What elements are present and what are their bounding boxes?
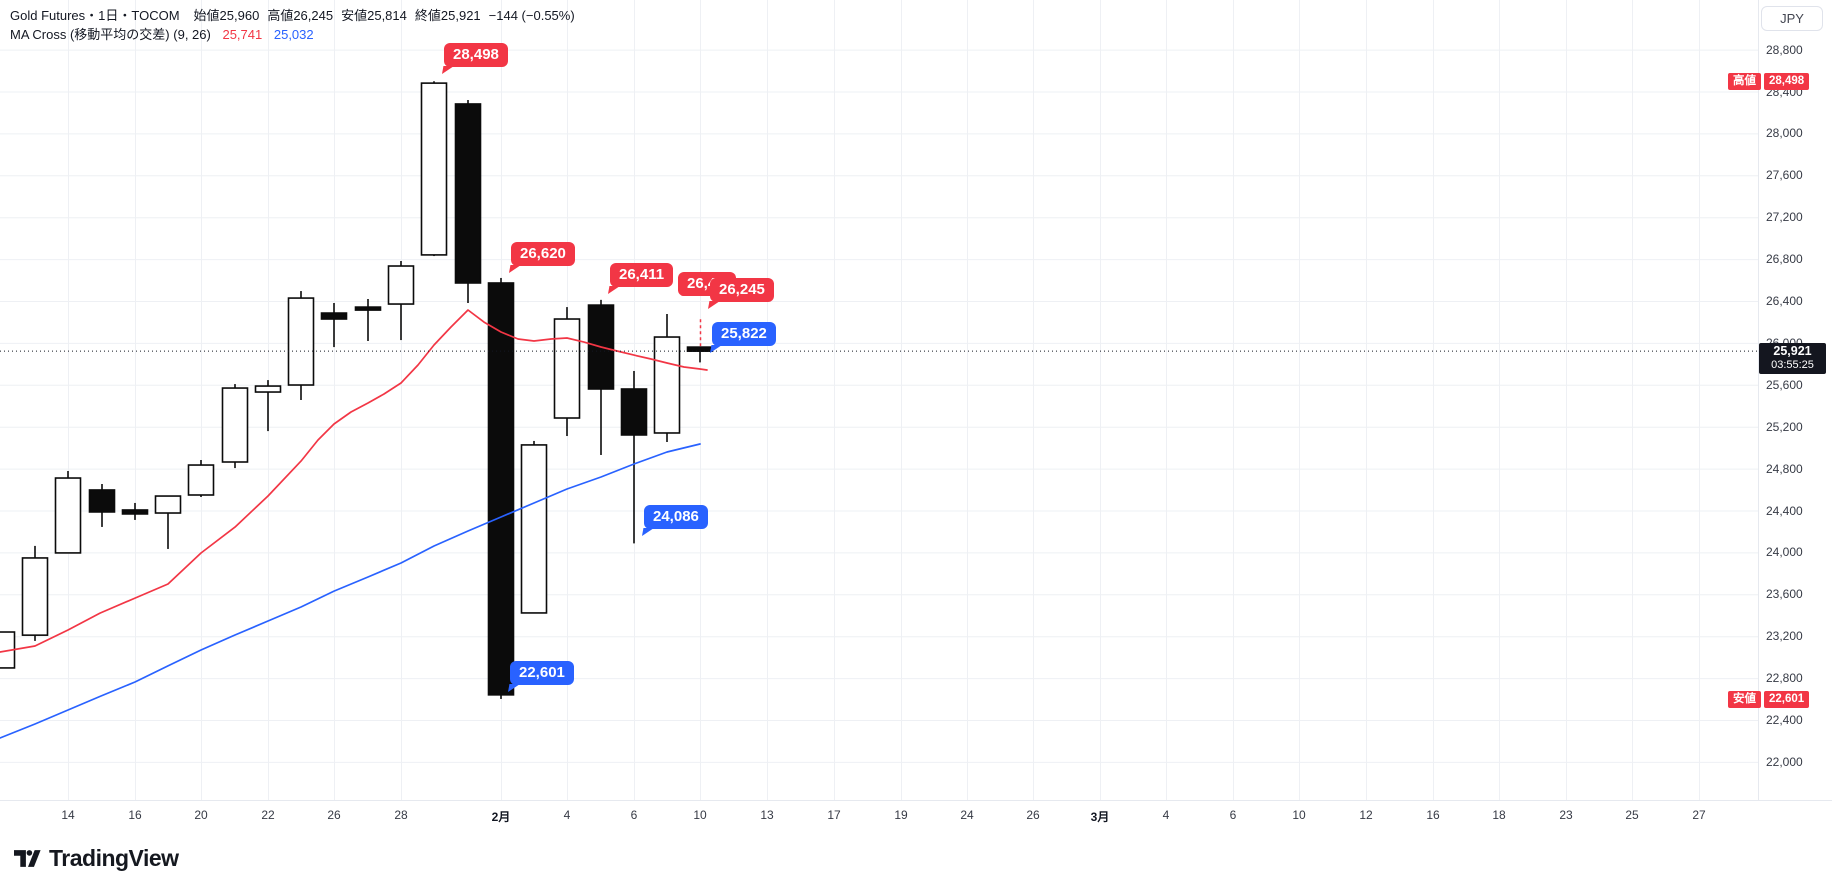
price-tick-label: 27,600 xyxy=(1766,168,1803,183)
price-callout-26620[interactable]: 26,620 xyxy=(511,242,575,266)
high-value: 28,498 xyxy=(1764,73,1810,91)
indicator-desc: (移動平均の交差) xyxy=(69,27,170,42)
time-tick-label: 24 xyxy=(960,808,974,822)
time-tick-label: 20 xyxy=(194,808,208,822)
ohlc-label: 安値 xyxy=(341,8,368,23)
tradingview-logo-text: TradingView xyxy=(49,845,179,871)
time-tick-label: 12 xyxy=(1359,808,1373,822)
time-tick-label: 4 xyxy=(1162,808,1170,822)
price-axis[interactable]: 28,800 28,400 28,000 27,600 27,200 26,800 26,4… xyxy=(1758,0,1832,800)
time-tick-label: 14 xyxy=(61,808,75,822)
low-value: 22,601 xyxy=(1764,690,1810,708)
time-tick-label: 13 xyxy=(760,808,774,822)
symbol-ohlc-row: Gold Futures・1日・TOCOM 始値25,960 高値26,245 安値2… xyxy=(10,6,575,25)
time-tick-label: 26 xyxy=(327,808,341,822)
high-badge: 高値 xyxy=(1728,73,1761,91)
price-callout-22601[interactable]: 22,601 xyxy=(510,661,574,685)
price-tick-label: 22,400 xyxy=(1766,713,1803,727)
symbol-title: Gold Futures・1日・TOCOM xyxy=(10,8,180,23)
price-callout-24086[interactable]: 24,086 xyxy=(644,505,708,529)
time-tick-label: 10 xyxy=(693,808,707,822)
price-callout-25822[interactable]: 25,822 xyxy=(712,322,776,346)
time-tick-label: 16 xyxy=(128,808,142,822)
price-tick-label: 24,400 xyxy=(1766,503,1803,518)
ohlc-value: 25,814 xyxy=(367,8,407,23)
time-axis[interactable]: 14 16 20 22 26 28 2月 4 6 10 13 17 19 24 26 3月 4 6 10 12 16 18… xyxy=(0,800,1832,838)
price-callout-26411[interactable]: 26,411 xyxy=(610,263,674,287)
last-price-axis-label: 25,921 03:55:25 xyxy=(1759,343,1826,375)
ma-slow-value: 25,032 xyxy=(273,27,314,42)
time-tick-label: 23 xyxy=(1559,808,1573,822)
bar-countdown: 03:55:25 xyxy=(1771,359,1814,372)
time-tick-label: 26 xyxy=(1026,808,1040,822)
indicator-row: MA Cross (移動平均の交差) (9, 26) 25,741 25,032 xyxy=(10,25,575,44)
tradingview-logo-icon xyxy=(14,850,41,867)
price-tick-label: 22,800 xyxy=(1766,671,1803,686)
time-tick-label: 16 xyxy=(1426,808,1440,822)
time-tick-label: 19 xyxy=(894,808,908,822)
ohlc-values: 始値25,960 高値26,245 安値25,814 終値25,921 xyxy=(194,8,489,23)
price-callout-28498[interactable]: 28,498 xyxy=(444,43,508,67)
high-price-axis-label: 高値 28,498 xyxy=(1728,73,1810,91)
time-tick-label: 6 xyxy=(1229,808,1237,822)
price-tick-label: 25,200 xyxy=(1766,419,1803,434)
price-tick-label: 23,200 xyxy=(1766,629,1803,644)
time-tick-month-label: 3月 xyxy=(1090,810,1110,824)
ma-fast-value: 25,741 xyxy=(222,27,263,42)
last-price: 25,921 xyxy=(1773,344,1812,359)
low-price-axis-label: 安値 22,601 xyxy=(1728,690,1810,708)
low-badge: 安値 xyxy=(1728,690,1761,708)
time-tick-label: 18 xyxy=(1492,808,1506,822)
price-tick-label: 22,000 xyxy=(1766,754,1803,769)
price-tick-label: 28,000 xyxy=(1766,126,1803,141)
price-tick-label: 26,800 xyxy=(1766,252,1803,267)
price-callout-26245[interactable]: 26,245 xyxy=(710,278,774,302)
time-tick-label: 27 xyxy=(1692,808,1706,822)
price-tick-label: 25,600 xyxy=(1766,377,1803,392)
price-tick-label: 26,400 xyxy=(1766,294,1803,308)
change-value: −144 (−0.55%) xyxy=(488,8,575,23)
ohlc-value: 25,921 xyxy=(440,8,481,23)
time-tick-label: 17 xyxy=(827,808,841,822)
time-tick-label: 25 xyxy=(1625,808,1639,822)
price-tick-label: 24,000 xyxy=(1766,545,1803,560)
price-chart-canvas[interactable] xyxy=(0,0,1758,800)
time-tick-label: 22 xyxy=(261,808,275,822)
time-tick-label: 4 xyxy=(563,808,571,822)
price-tick-label: 28,800 xyxy=(1766,42,1803,57)
tradingview-attribution[interactable]: TradingView xyxy=(14,845,179,872)
ohlc-label: 終値 xyxy=(414,8,441,23)
price-tick-label: 23,600 xyxy=(1766,587,1803,602)
indicator-name: MA Cross xyxy=(10,27,67,42)
currency-button[interactable]: JPY xyxy=(1761,6,1823,31)
ohlc-label: 始値 xyxy=(193,8,220,23)
time-tick-label: 10 xyxy=(1292,808,1306,822)
ohlc-value: 26,245 xyxy=(293,8,334,23)
ohlc-label: 高値 xyxy=(267,8,294,23)
time-tick-label: 28 xyxy=(394,808,408,822)
ohlc-value: 25,960 xyxy=(219,8,260,23)
price-tick-label: 27,200 xyxy=(1766,210,1803,225)
time-tick-label: 6 xyxy=(630,808,638,822)
indicator-params: (9, 26) xyxy=(173,27,211,42)
price-tick-label: 24,800 xyxy=(1766,461,1803,476)
chart-legend: Gold Futures・1日・TOCOM 始値25,960 高値26,245 安値2… xyxy=(10,6,575,44)
time-tick-month-label: 2月 xyxy=(491,810,511,824)
